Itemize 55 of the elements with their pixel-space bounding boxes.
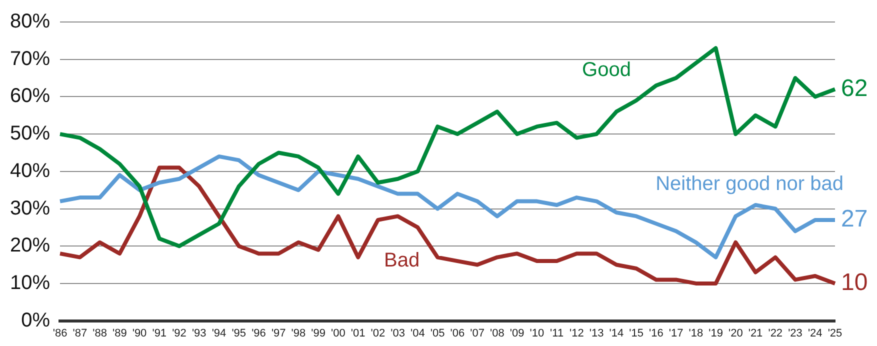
x-tick-label: '15 xyxy=(629,327,644,340)
x-tick-label: '90 xyxy=(132,327,147,340)
x-tick-label: '03 xyxy=(390,327,406,340)
x-tick-label: '07 xyxy=(470,327,484,340)
x-tick-label: '22 xyxy=(768,327,783,340)
x-tick-label: '16 xyxy=(648,327,664,340)
x-tick-label: '86 xyxy=(52,327,68,340)
x-tick-label: '94 xyxy=(212,327,226,340)
x-tick-label: '99 xyxy=(311,327,326,340)
x-tick-label: '20 xyxy=(728,327,743,340)
x-tick-label: '05 xyxy=(430,327,445,340)
x-tick-label: '14 xyxy=(609,327,624,340)
y-tick-label: 20% xyxy=(10,234,50,257)
x-tick-label: '02 xyxy=(370,327,386,340)
x-tick-label: '08 xyxy=(490,327,504,340)
y-tick-label: 60% xyxy=(10,85,50,108)
x-tick-label: '93 xyxy=(192,327,206,340)
x-tick-label: '04 xyxy=(410,327,425,340)
x-tick-label: '96 xyxy=(252,327,266,340)
y-tick-label: 50% xyxy=(10,122,50,145)
data-label: 27 xyxy=(841,206,868,233)
y-tick-label: 40% xyxy=(10,160,50,182)
x-tick-label: '23 xyxy=(788,327,802,340)
data-label: 62 xyxy=(841,74,868,102)
series-label: Bad xyxy=(384,250,420,272)
series-label: Neither good nor bad xyxy=(656,172,844,195)
series-label: Good xyxy=(582,59,631,82)
x-tick-label: '12 xyxy=(570,327,584,340)
x-tick-label: '21 xyxy=(748,327,763,340)
x-tick-label: '95 xyxy=(232,327,246,340)
x-tick-label: '11 xyxy=(550,327,564,340)
x-tick-label: '25 xyxy=(828,327,842,340)
y-tick-label: 80% xyxy=(10,10,50,33)
x-tick-label: '24 xyxy=(808,327,822,340)
x-tick-label: '01 xyxy=(350,327,366,340)
x-tick-label: '18 xyxy=(688,327,704,340)
x-tick-label: '98 xyxy=(291,327,306,340)
x-tick-label: '13 xyxy=(589,327,604,340)
y-tick-label: 0% xyxy=(21,309,50,332)
x-tick-label: '19 xyxy=(708,327,723,340)
x-tick-label: '17 xyxy=(668,327,684,340)
x-tick-label: '09 xyxy=(510,327,524,340)
x-tick-label: '87 xyxy=(72,327,88,340)
x-tick-label: '89 xyxy=(112,327,127,340)
x-tick-label: '00 xyxy=(331,327,346,340)
x-tick-label: '91 xyxy=(152,327,167,340)
y-tick-label: 30% xyxy=(10,197,50,220)
x-tick-label: '88 xyxy=(92,327,107,340)
data-label: 10 xyxy=(841,269,868,296)
x-tick-label: '10 xyxy=(530,327,544,340)
y-tick-label: 70% xyxy=(10,48,50,70)
y-tick-label: 10% xyxy=(10,272,50,294)
x-tick-label: '92 xyxy=(172,327,186,340)
x-tick-label: '06 xyxy=(450,327,465,340)
x-tick-label: '97 xyxy=(271,327,286,340)
